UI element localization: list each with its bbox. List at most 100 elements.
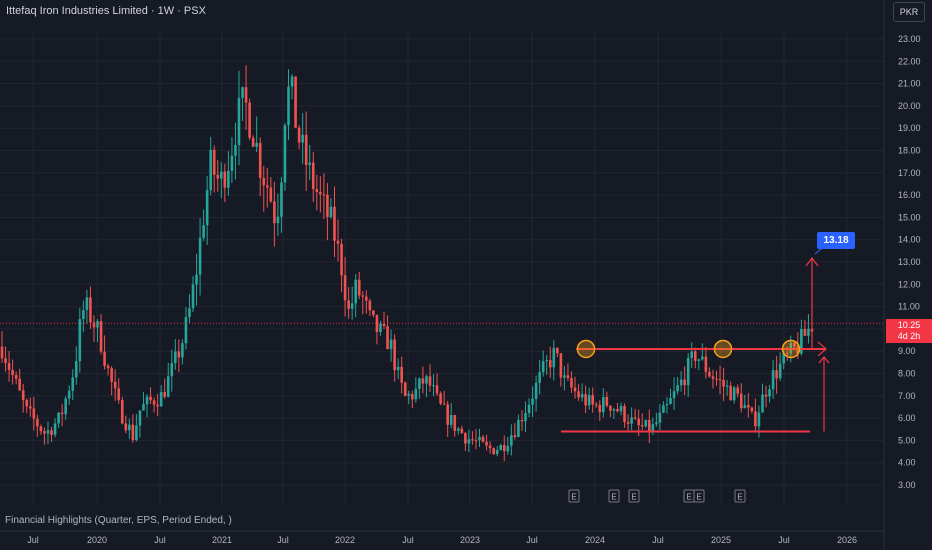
candle-body <box>747 405 750 408</box>
y-tick-label: 5.00 <box>898 435 916 445</box>
candle-body <box>230 155 234 171</box>
candle-body <box>106 365 110 369</box>
candle-body <box>128 424 131 431</box>
earnings-marker[interactable] <box>693 489 705 503</box>
candle-body <box>623 406 626 422</box>
y-tick-label: 16.00 <box>898 190 921 200</box>
candle-body <box>326 194 329 218</box>
candle-body <box>368 300 372 311</box>
candle-body <box>251 137 255 147</box>
candle-body <box>50 430 53 435</box>
candle-body <box>287 86 290 126</box>
candle-body <box>71 377 75 391</box>
earnings-marker[interactable] <box>734 489 746 503</box>
candle-body <box>382 323 386 327</box>
y-tick-label: 11.00 <box>898 302 920 312</box>
candle-body <box>602 396 605 413</box>
candle-body <box>782 352 786 364</box>
candle-body <box>64 398 67 415</box>
y-tick-label: 19.00 <box>898 123 921 133</box>
candle-body <box>163 392 167 397</box>
candle-body <box>39 426 43 432</box>
earnings-marker[interactable] <box>608 489 620 503</box>
candle-body <box>778 363 782 379</box>
candle-body <box>170 363 174 377</box>
candle-body <box>768 389 771 397</box>
candle-body <box>244 87 248 103</box>
candle-body <box>131 424 135 441</box>
y-tick-label: 7.00 <box>898 391 916 401</box>
current-price-tag: 10.25 4d 2h <box>886 319 932 343</box>
candle-body <box>563 375 566 378</box>
candle-body <box>467 439 471 444</box>
candle-body <box>807 328 810 336</box>
y-tick-label: 13.00 <box>898 257 921 267</box>
candle-body <box>21 390 25 401</box>
x-tick-label: 2020 <box>87 535 107 545</box>
candle-body <box>396 366 400 371</box>
candle-body <box>676 385 679 392</box>
candle-body <box>336 240 340 244</box>
candle-body <box>209 149 212 191</box>
currency-button[interactable]: PKR <box>893 2 925 22</box>
candle-body <box>159 392 163 407</box>
earnings-marker[interactable] <box>628 489 640 503</box>
candle-body <box>347 300 350 309</box>
candle-body <box>248 102 251 138</box>
x-tick-label: Jul <box>277 535 289 545</box>
candle-body <box>202 225 205 238</box>
candle-body <box>156 404 159 407</box>
financial-highlights-label[interactable]: Financial Highlights (Quarter, EPS, Peri… <box>5 515 232 526</box>
candle-body <box>545 360 549 362</box>
earnings-marker-label: E <box>686 493 691 502</box>
candle-body <box>619 406 623 412</box>
candle-body <box>591 395 594 405</box>
y-tick-label: 12.00 <box>898 279 921 289</box>
candle-body <box>580 394 584 398</box>
candle-body <box>386 326 389 350</box>
candle-body <box>527 404 531 413</box>
candle-body <box>686 357 690 386</box>
candle-body <box>28 406 32 409</box>
candle-body <box>269 187 273 202</box>
candle-body <box>149 396 152 401</box>
candle-body <box>319 191 322 195</box>
candle-body <box>18 378 21 391</box>
candle-body <box>520 419 524 422</box>
candle-body <box>803 328 807 336</box>
candle-body <box>350 303 354 309</box>
candle-body <box>510 435 513 446</box>
earnings-marker[interactable] <box>568 489 580 503</box>
candle-body <box>92 322 96 328</box>
candle-body <box>403 382 407 396</box>
y-tick-label: 15.00 <box>898 212 921 222</box>
resistance-touch-marker <box>713 339 733 359</box>
candle-body <box>693 351 697 361</box>
candle-body <box>57 412 60 424</box>
candle-body <box>216 174 220 179</box>
candle-body <box>301 134 304 143</box>
candle-body <box>478 436 481 441</box>
candle-body <box>552 347 556 368</box>
earnings-marker-label: E <box>737 493 742 502</box>
candle-body <box>432 385 435 387</box>
candle-body <box>559 353 563 378</box>
candle-body <box>280 182 283 217</box>
candle-body <box>630 417 633 424</box>
candle-body <box>524 412 527 422</box>
candle-body <box>53 423 57 435</box>
candle-body <box>110 368 113 382</box>
candle-body <box>739 393 743 409</box>
candle-body <box>683 379 686 386</box>
candle-body <box>195 274 198 285</box>
candle-body <box>460 428 464 434</box>
candle-body <box>411 393 414 400</box>
candle-body <box>241 87 244 98</box>
x-tick-label: 2023 <box>460 535 480 545</box>
candle-body <box>598 404 602 413</box>
x-tick-label: 2021 <box>212 535 232 545</box>
candle-body <box>446 404 449 425</box>
candle-body <box>273 201 276 224</box>
candle-body <box>697 359 701 361</box>
